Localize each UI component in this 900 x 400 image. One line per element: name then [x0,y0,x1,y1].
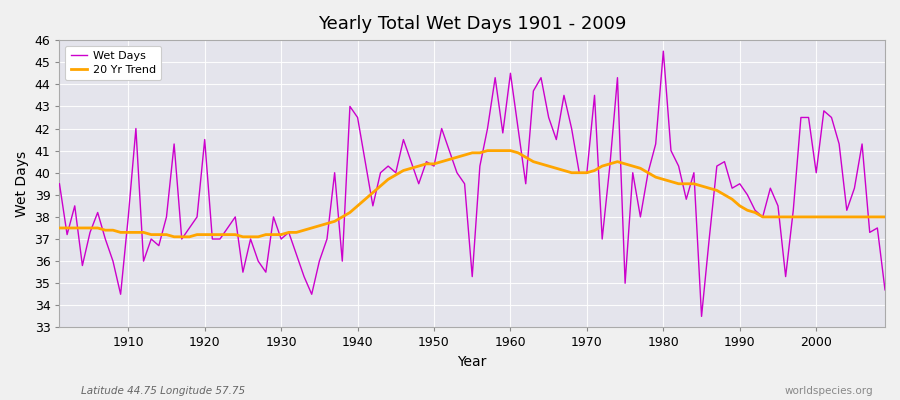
Wet Days [498,130,508,135]
20 Yr Trend [168,234,179,239]
Wet Days [505,71,516,76]
Text: Latitude 44.75 Longitude 57.75: Latitude 44.75 Longitude 57.75 [81,386,245,396]
Line: 20 Yr Trend: 20 Yr Trend [59,151,885,237]
Line: Wet Days: Wet Days [59,51,885,316]
Wet Days [597,237,608,242]
Wet Days [284,230,294,235]
20 Yr Trend [337,214,347,219]
Wet Days [54,181,65,186]
20 Yr Trend [612,159,623,164]
Text: worldspecies.org: worldspecies.org [785,386,873,396]
Legend: Wet Days, 20 Yr Trend: Wet Days, 20 Yr Trend [65,46,161,80]
Wet Days [329,170,340,175]
Wet Days [696,314,706,319]
20 Yr Trend [482,148,493,153]
Wet Days [658,49,669,54]
20 Yr Trend [513,150,524,155]
Title: Yearly Total Wet Days 1901 - 2009: Yearly Total Wet Days 1901 - 2009 [318,15,626,33]
Wet Days [879,288,890,292]
20 Yr Trend [115,230,126,235]
20 Yr Trend [54,226,65,230]
Y-axis label: Wet Days: Wet Days [15,151,29,217]
X-axis label: Year: Year [457,355,487,369]
20 Yr Trend [291,230,302,235]
Wet Days [115,292,126,297]
20 Yr Trend [520,155,531,160]
20 Yr Trend [879,214,890,219]
